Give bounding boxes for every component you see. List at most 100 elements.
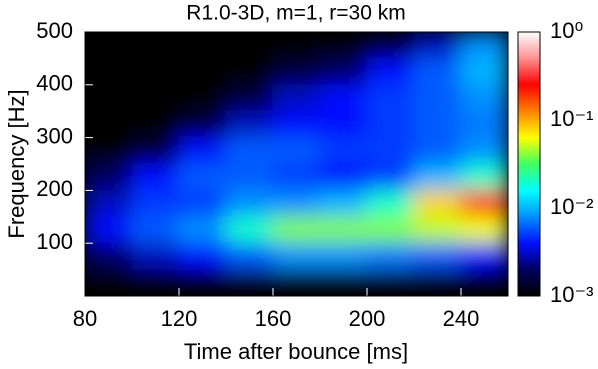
y-tick-label: 200 [36,176,73,201]
heatmap-cell [178,84,227,112]
heatmap-cell [319,163,368,191]
heatmap-cell [85,189,133,218]
heatmap-cell [85,242,133,271]
heatmap-cell [366,163,415,191]
chart-title: R1.0-3D, m=1, r=30 km [186,2,405,25]
heatmap-cell [319,137,368,165]
x-axis-label: Time after bounce [ms] [184,339,408,364]
heatmap-cell [225,84,274,112]
heatmap-cell [85,163,133,191]
axes: 80 120 160 200 240 100 200 300 400 500 10⁰ 10⁻¹ 10⁻²… [36,18,593,331]
y-tick-label: 100 [36,229,73,254]
heatmap-cell [178,163,227,191]
x-tick-label: 240 [443,306,480,331]
heatmap-cell [131,137,180,165]
heatmap-cell [413,84,462,112]
heatmap-cell [225,110,274,139]
heatmap-cell [413,189,462,218]
heatmap-cell [225,163,274,191]
heatmap-cell [85,84,133,112]
heatmap-cell [460,32,508,59]
heatmap-cell [319,84,368,112]
heatmap-cell [272,242,321,271]
heatmap-cell [460,110,508,139]
heatmap-cell [272,269,321,296]
heatmap-cell [460,84,508,112]
heatmap-cell [460,57,508,86]
heatmap-cell [319,189,368,218]
heatmap-cell [413,57,462,86]
heatmap-cell [460,189,508,218]
heatmap-cell [319,269,368,296]
heatmap-cell [366,84,415,112]
heatmap-cell [366,216,415,244]
heatmap-cell [272,189,321,218]
heatmap-cell [225,32,274,59]
heatmap-cell [272,216,321,244]
heatmap-cell [413,242,462,271]
heatmap-cell [85,137,133,165]
heatmap-cell [272,110,321,139]
colorbar-tick-label: 10⁻¹ [550,106,593,131]
heatmap-cell [85,32,133,59]
heatmap-cell [131,163,180,191]
heatmap-cell [225,189,274,218]
heatmap-cell [131,216,180,244]
heatmap-cell [178,32,227,59]
heatmap-cell [413,163,462,191]
colorbar [517,31,541,297]
heatmap-cell [460,163,508,191]
heatmap-cell [178,137,227,165]
heatmap-cell [131,242,180,271]
x-tick-label: 120 [161,306,198,331]
heatmap-cell [178,189,227,218]
heatmap-cell [225,216,274,244]
heatmap-cell [85,110,133,139]
colorbar-tick-label: 10⁻³ [550,282,593,307]
heatmap-cell [178,110,227,139]
heatmap-cell [413,137,462,165]
heatmap-cell [225,242,274,271]
y-axis-label: Frequency [Hz] [4,89,29,238]
heatmap-cell [225,137,274,165]
heatmap-cell [85,216,133,244]
heatmap-cell [272,137,321,165]
heatmap-cell [366,137,415,165]
heatmap-cell [413,32,462,59]
x-tick-label: 160 [255,306,292,331]
heatmap-cell [413,269,462,296]
heatmap-cell [225,57,274,86]
heatmap-cell [272,163,321,191]
heatmap-cell [131,32,180,59]
heatmap-cell [178,242,227,271]
heatmap-cell [366,242,415,271]
heatmap [85,32,508,296]
heatmap-cell [131,84,180,112]
heatmap-cell [178,216,227,244]
heatmap-cell [460,242,508,271]
y-tick-label: 400 [36,71,73,96]
heatmap-cell [366,110,415,139]
heatmap-cell [366,269,415,296]
heatmap-cell [413,216,462,244]
heatmap-cell [85,57,133,86]
heatmap-cell [131,110,180,139]
heatmap-cell [85,269,133,296]
heatmap-cell [460,269,508,296]
heatmap-cell [366,189,415,218]
heatmap-cell [460,216,508,244]
colorbar-tick-label: 10⁰ [550,18,583,43]
y-tick-label: 300 [36,123,73,148]
heatmap-cell [319,57,368,86]
heatmap-cell [319,242,368,271]
heatmap-cell [178,269,227,296]
plot-area [85,32,508,296]
heatmap-cell [225,269,274,296]
heatmap-cell [272,32,321,59]
heatmap-cell [460,137,508,165]
heatmap-cell [178,57,227,86]
x-tick-label: 200 [349,306,386,331]
heatmap-cell [131,269,180,296]
heatmap-cell [413,110,462,139]
